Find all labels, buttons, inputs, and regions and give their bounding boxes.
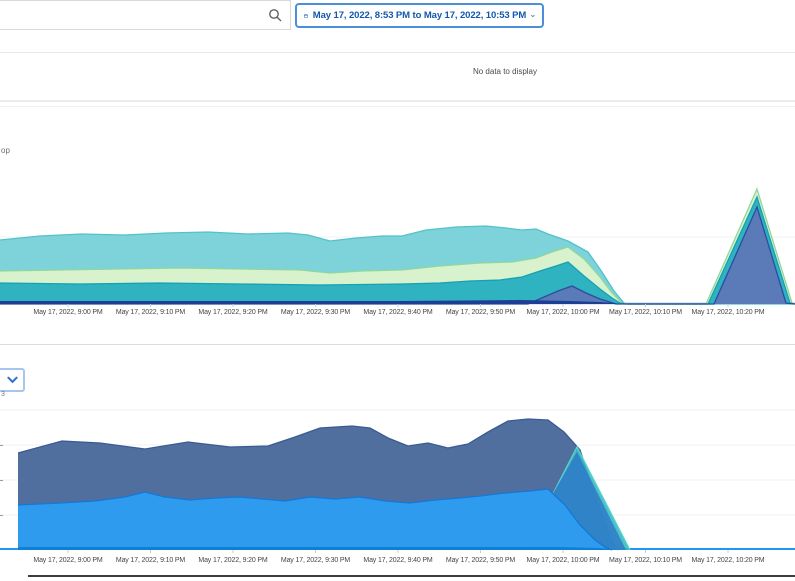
x-axis-label: May 17, 2022, 9:10 PM xyxy=(115,557,186,564)
x-axis-label: May 17, 2022, 9:00 PM xyxy=(33,309,103,316)
date-range-label: May 17, 2022, 8:53 PM to May 17, 2022, 1… xyxy=(312,10,527,21)
x-axis-label: May 17, 2022, 10:20 PM xyxy=(691,309,765,316)
x-axis-label: May 17, 2022, 9:50 PM xyxy=(445,309,516,316)
x-axis-label: May 17, 2022, 9:50 PM xyxy=(445,557,516,564)
x-axis-label: May 17, 2022, 9:20 PM xyxy=(198,309,268,316)
chevron-down-icon xyxy=(7,376,18,384)
divider xyxy=(0,52,795,53)
stacked-area-chart-1[interactable] xyxy=(0,106,795,309)
series-dark-blue-baseline-band xyxy=(18,547,616,550)
x-axis-label: May 17, 2022, 9:20 PM xyxy=(198,557,268,564)
chart2-x-axis: May 17, 2022, 9:00 PM May 17, 2022, 9:10 … xyxy=(0,557,795,569)
divider xyxy=(0,344,795,345)
chart2-y-axis-fragment: 3 xyxy=(1,391,5,398)
x-axis-label: May 17, 2022, 9:40 PM xyxy=(363,309,433,316)
x-axis-label: May 17, 2022, 10:10 PM xyxy=(609,309,682,316)
chart1-x-axis: May 17, 2022, 9:00 PM May 17, 2022, 9:10 … xyxy=(0,309,795,321)
x-axis-label: May 17, 2022, 9:10 PM xyxy=(115,309,186,316)
x-axis-label: May 17, 2022, 10:00 PM xyxy=(526,557,600,564)
y-axis-tick xyxy=(0,480,3,481)
search-input[interactable] xyxy=(0,1,260,29)
x-axis-label: May 17, 2022, 9:30 PM xyxy=(280,557,351,564)
x-axis-label: May 17, 2022, 10:10 PM xyxy=(609,557,682,564)
series-teal-band xyxy=(0,197,795,304)
search-icon[interactable] xyxy=(260,8,290,22)
date-range-picker[interactable]: May 17, 2022, 8:53 PM to May 17, 2022, 1… xyxy=(295,3,544,28)
x-axis-label: May 17, 2022, 10:00 PM xyxy=(526,309,600,316)
divider xyxy=(0,100,795,102)
x-axis-label: May 17, 2022, 9:40 PM xyxy=(363,557,433,564)
divider xyxy=(0,106,795,107)
x-axis-label: May 17, 2022, 9:00 PM xyxy=(33,557,103,564)
x-axis-label: May 17, 2022, 10:20 PM xyxy=(691,557,765,564)
y-axis-tick xyxy=(0,445,3,446)
stacked-area-chart-2[interactable] xyxy=(0,393,795,554)
series-navy-baseline-band xyxy=(0,300,795,304)
chart-options-dropdown[interactable] xyxy=(0,368,25,392)
window-edge xyxy=(28,575,795,577)
search-box[interactable] xyxy=(0,0,291,30)
series-bright-blue-band xyxy=(18,489,612,550)
series-pale-green-band xyxy=(0,189,795,304)
x-axis-label: May 17, 2022, 9:30 PM xyxy=(280,309,351,316)
y-axis-tick xyxy=(0,515,3,516)
empty-chart-message: No data to display xyxy=(472,67,538,76)
calendar-icon xyxy=(304,13,308,18)
chart1-axis-title-fragment: op xyxy=(1,146,10,155)
chevron-down-icon xyxy=(531,14,535,17)
